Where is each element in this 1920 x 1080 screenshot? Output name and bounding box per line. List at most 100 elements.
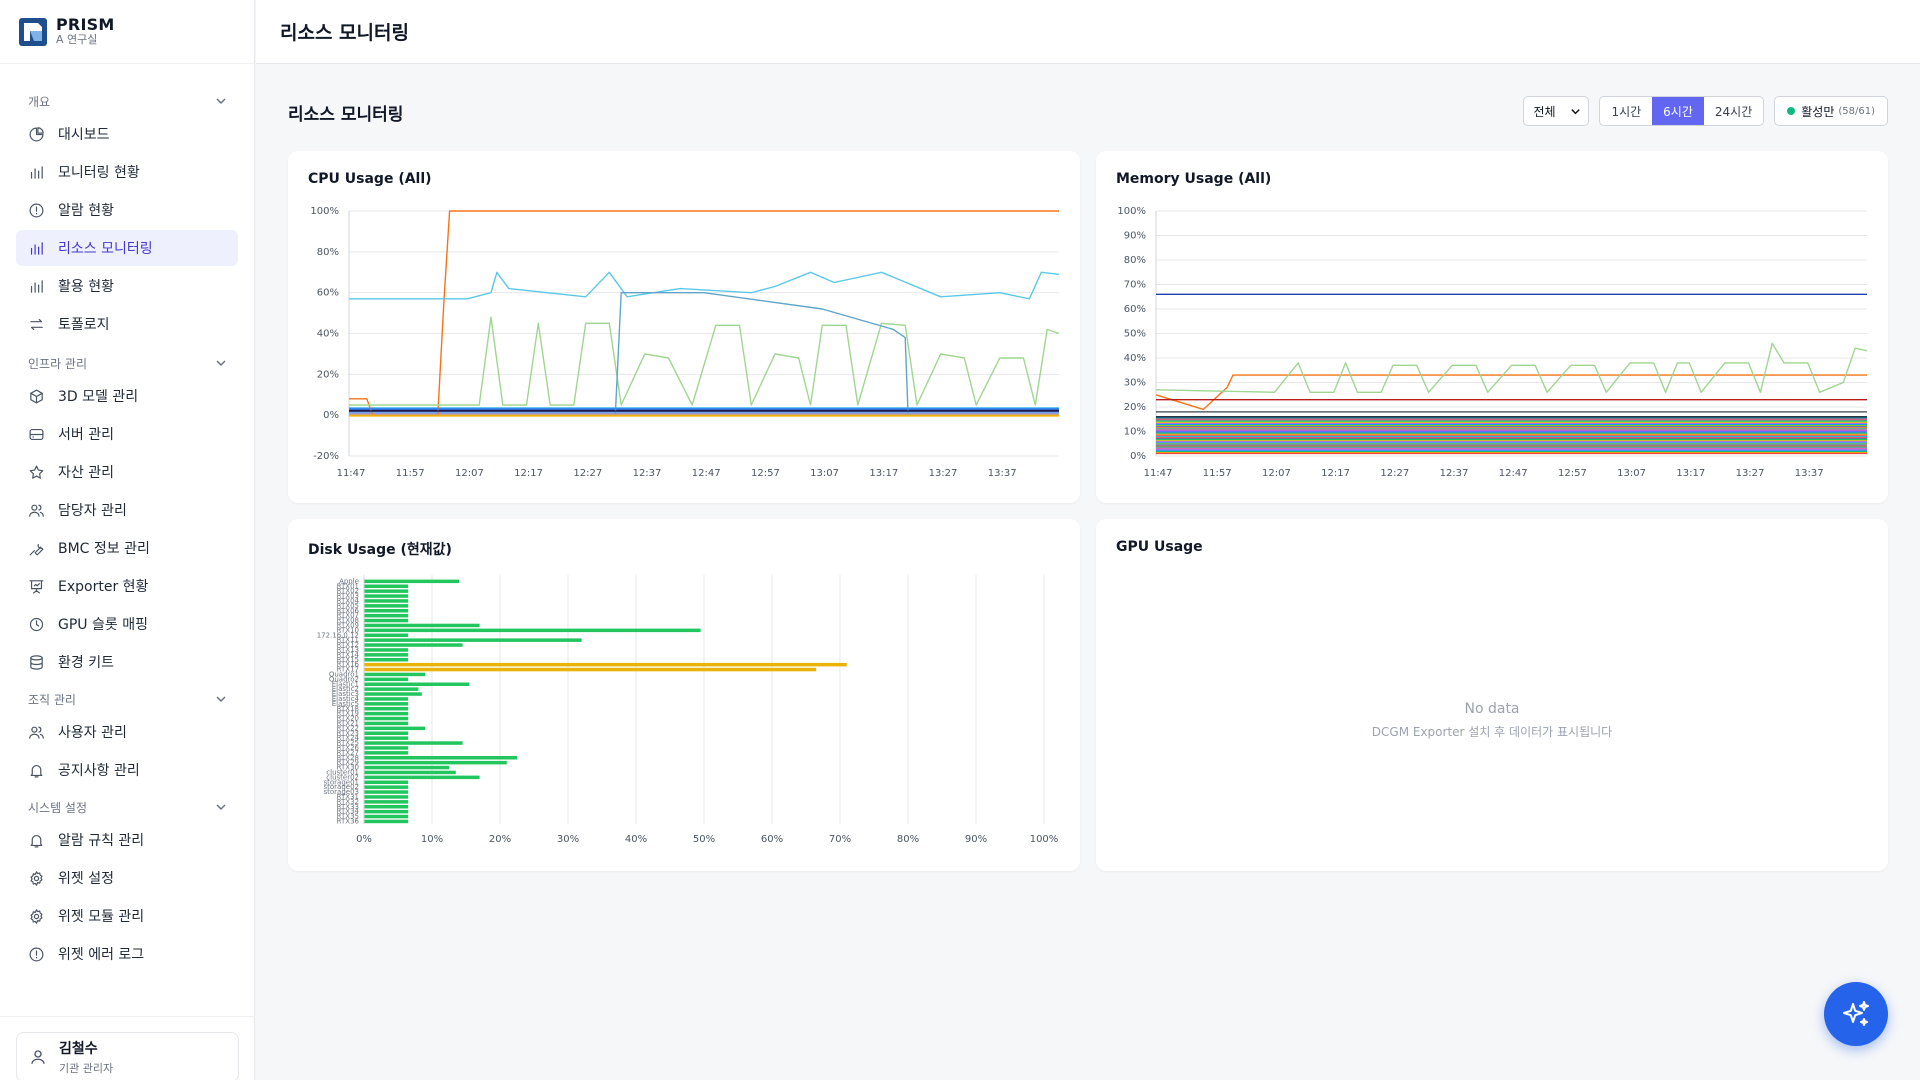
sidebar-item[interactable]: 서버 관리 (16, 416, 238, 452)
active-only-label: 활성만 (1801, 104, 1835, 119)
x-tick-label: 10% (421, 834, 443, 845)
y-tick-label: 100% (310, 206, 339, 217)
sidebar-item[interactable]: GPU 슬롯 매핑 (16, 606, 238, 642)
cpu-icon (29, 617, 44, 631)
bar-category-label: RTX14 (337, 651, 360, 659)
cpu-usage-card: CPU Usage (All) 100% 80% 60% 40% 20% 0% -20% 11… (288, 151, 1080, 503)
sidebar-item-label: 사용자 관리 (58, 725, 127, 741)
sidebar-item[interactable]: Exporter 현황 (16, 568, 238, 604)
sidebar-item[interactable]: 사용자 관리 (16, 714, 238, 750)
user-icon (31, 1050, 45, 1064)
disk-bar (364, 633, 409, 637)
disk-bar (364, 658, 409, 662)
nav-group-header[interactable]: 개요 (16, 86, 238, 116)
active-count: (58/61) (1838, 105, 1875, 117)
disk-bar (364, 623, 480, 628)
sidebar-item[interactable]: 대시보드 (16, 116, 238, 152)
sidebar-item[interactable]: 토폴로지 (16, 306, 238, 342)
disk-bar (364, 692, 422, 696)
prism-logo-icon (19, 17, 47, 46)
x-tick-label: 60% (761, 834, 783, 845)
x-tick-label: 11:57 (1203, 468, 1232, 479)
sidebar-item[interactable]: 환경 키트 (16, 644, 238, 680)
x-tick-label: 12:57 (1558, 468, 1587, 479)
y-tick-label: 0% (323, 410, 339, 421)
active-only-toggle[interactable]: 활성만 (58/61) (1774, 96, 1888, 126)
series-line (1155, 342, 1868, 393)
server-filter-select[interactable]: 전체 (1523, 96, 1590, 126)
brand[interactable]: PRISM A 연구실 (0, 0, 254, 64)
x-tick-label: 40% (625, 834, 647, 845)
sidebar-item-label: 서버 관리 (58, 427, 114, 443)
status-dot-icon (1787, 107, 1796, 115)
range-6h-button[interactable]: 6시간 (1652, 97, 1704, 125)
page-title: 리소스 모니터링 (288, 105, 404, 125)
sidebar-item[interactable]: 위젯 모듈 관리 (16, 898, 238, 934)
ai-assistant-button[interactable] (1824, 982, 1888, 1046)
disk-usage-chart: 0% 10% 20% 30% 40% 50% 60% 70% 80% 90% 100%AppleRT… (317, 575, 1058, 845)
sidebar-item[interactable]: 모니터링 현황 (16, 154, 238, 190)
bar-category-label: RTX30 (337, 764, 359, 772)
sidebar-item-label: 환경 키트 (58, 655, 114, 671)
sidebar-divider (0, 1016, 255, 1017)
disk-chart-title: Disk Usage (현재값) (308, 542, 452, 558)
disk-bar (364, 677, 409, 682)
gpu-usage-card: GPU Usage No data DCGM Exporter 설치 후 데이터… (1096, 519, 1888, 871)
nav-group-header[interactable]: 인프라 관리 (16, 348, 238, 378)
x-tick-label: 12:27 (1380, 468, 1409, 479)
nav-group-header[interactable]: 시스템 설정 (16, 792, 238, 822)
x-tick-label: 11:57 (396, 468, 425, 479)
sidebar-item[interactable]: 활용 현황 (16, 268, 238, 304)
sidebar-item-label: Exporter 현황 (58, 579, 149, 595)
sidebar-item[interactable]: 알람 규칙 관리 (16, 822, 238, 858)
sidebar-item[interactable]: 리소스 모니터링 (16, 230, 238, 266)
brand-name: PRISM (56, 15, 115, 35)
disk-bar (364, 731, 409, 735)
disk-bar (364, 711, 409, 716)
wrench-icon (29, 543, 44, 555)
sidebar-item[interactable]: 3D 모델 관리 (16, 378, 238, 414)
nav-group-label: 조직 관리 (28, 692, 76, 707)
sidebar-item[interactable]: 공지사항 관리 (16, 752, 238, 788)
sidebar-item[interactable]: BMC 정보 관리 (16, 530, 238, 566)
bar-category-label: storage03 (324, 788, 360, 796)
x-tick-label: 13:27 (1736, 468, 1765, 479)
y-tick-label: 60% (1124, 304, 1146, 315)
user-profile[interactable]: 김철수 기관 관리자 (16, 1032, 239, 1080)
bar-chart-icon (30, 165, 43, 179)
disk-bar (364, 775, 480, 780)
toolbar: 전체 1시간 6시간 24시간 활성만 (58/61) (1523, 96, 1888, 126)
sidebar-item-label: 담당자 관리 (58, 503, 127, 519)
sidebar-item-label: 위젯 설정 (58, 871, 114, 887)
disk-bar (364, 599, 409, 603)
sidebar-item[interactable]: 담당자 관리 (16, 492, 238, 528)
sidebar-item[interactable]: 위젯 에러 로그 (16, 936, 238, 972)
x-tick-label: 12:17 (514, 468, 543, 479)
disk-bar (364, 687, 419, 691)
disk-bar (364, 584, 409, 588)
range-1h-button[interactable]: 1시간 (1611, 104, 1642, 119)
sidebar-item[interactable]: 알람 현황 (16, 192, 238, 228)
x-tick-label: 13:37 (1795, 468, 1824, 479)
sidebar-item[interactable]: 위젯 설정 (16, 860, 238, 896)
bar-category-label: RTX29 (337, 759, 359, 767)
x-tick-label: 13:27 (929, 468, 958, 479)
bar-category-label: RTX36 (337, 818, 360, 826)
nav-group-header[interactable]: 조직 관리 (16, 684, 238, 714)
bar-chart-icon (30, 241, 43, 255)
sidebar-item-label: 리소스 모니터링 (58, 241, 153, 257)
bar-chart-icon (30, 279, 43, 293)
x-tick-label: 13:17 (1676, 468, 1705, 479)
x-tick-label: 70% (829, 834, 851, 845)
disk-bar (364, 648, 409, 652)
range-24h-button[interactable]: 24시간 (1714, 104, 1753, 119)
memory-usage-chart: 100% 90% 80% 70% 60% 50% 40% 30% 20% 10% 0% 11:47 11… (1117, 206, 1868, 479)
sidebar-item[interactable]: 자산 관리 (16, 454, 238, 490)
y-tick-label: 30% (1124, 378, 1146, 389)
nav-group-label: 인프라 관리 (28, 356, 88, 371)
server-filter-value: 전체 (1533, 104, 1556, 119)
gear-icon (30, 908, 43, 924)
x-tick-label: 12:57 (751, 468, 780, 479)
bar-category-label: RTX17 (337, 666, 359, 674)
bar-category-label: RTX27 (337, 749, 359, 757)
